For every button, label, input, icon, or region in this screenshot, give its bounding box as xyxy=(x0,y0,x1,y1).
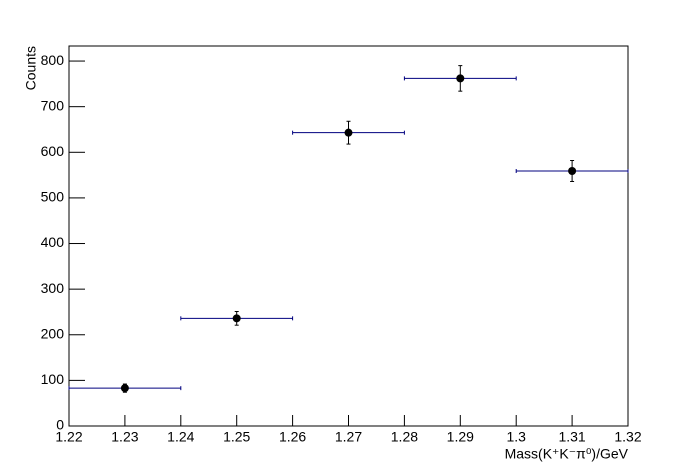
x-tick-label: 1.23 xyxy=(111,429,138,445)
y-tick-label: 300 xyxy=(41,280,65,296)
y-tick-label: 700 xyxy=(41,97,65,113)
y-tick-label: 500 xyxy=(41,189,65,205)
x-tick-label: 1.32 xyxy=(614,429,641,445)
x-tick-label: 1.25 xyxy=(223,429,250,445)
y-axis-label: Counts xyxy=(23,46,39,90)
data-point xyxy=(568,166,577,175)
y-tick-label: 600 xyxy=(41,143,65,159)
y-tick-label: 0 xyxy=(56,417,64,433)
y-tick-label: 200 xyxy=(41,325,65,341)
x-tick-label: 1.3 xyxy=(506,429,526,445)
x-tick-label: 1.28 xyxy=(391,429,418,445)
x-tick-label: 1.29 xyxy=(447,429,474,445)
x-tick-label: 1.26 xyxy=(279,429,306,445)
x-tick-label: 1.22 xyxy=(55,429,82,445)
y-tick-label: 400 xyxy=(41,234,65,250)
data-point xyxy=(344,128,353,137)
x-tick-label: 1.27 xyxy=(335,429,362,445)
x-tick-label: 1.24 xyxy=(167,429,194,445)
data-point xyxy=(120,384,129,393)
y-tick-label: 800 xyxy=(41,52,65,68)
data-point xyxy=(232,314,241,323)
y-tick-label: 100 xyxy=(41,371,65,387)
data-point xyxy=(456,74,465,83)
x-tick-label: 1.31 xyxy=(558,429,585,445)
x-axis-label: Mass(K⁺K⁻π⁰)/GeV xyxy=(505,446,629,462)
